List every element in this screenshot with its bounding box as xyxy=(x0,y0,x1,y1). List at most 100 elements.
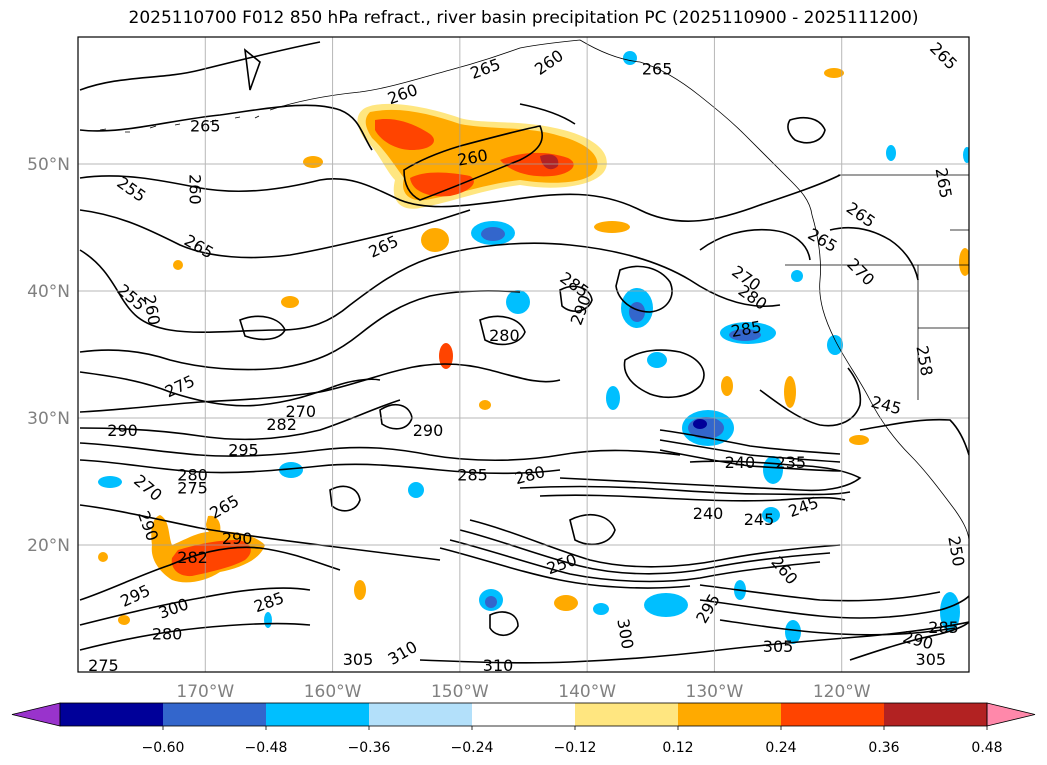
shade-patch xyxy=(98,552,108,562)
shade-patch xyxy=(303,156,323,168)
shade-patch xyxy=(886,145,896,161)
contour-label: 280 xyxy=(489,326,520,345)
colorbar-segment xyxy=(781,703,885,726)
contour-line xyxy=(243,48,261,91)
shade-patch xyxy=(827,335,843,355)
contour-line xyxy=(699,595,969,619)
shade-patch xyxy=(408,482,424,498)
shade-patch xyxy=(481,227,505,241)
colorbar-extend-low xyxy=(11,702,61,727)
shade-patch xyxy=(375,118,434,150)
contour-label: 282 xyxy=(266,415,297,434)
contour-label: 282 xyxy=(177,548,208,567)
contour-line xyxy=(787,116,826,144)
contour-label: 275 xyxy=(177,478,208,497)
contour-label: 245 xyxy=(744,510,775,529)
shade-patch xyxy=(791,270,803,282)
shade-patch xyxy=(693,419,707,429)
contour-label: 280 xyxy=(152,624,183,643)
contour-label: 305 xyxy=(916,650,947,669)
shade-patch xyxy=(729,329,761,341)
contour-line xyxy=(659,439,841,463)
plot-frame xyxy=(77,36,970,673)
lon-tick-label: 130°W xyxy=(686,682,744,702)
contour-line xyxy=(719,619,956,636)
lat-lon-grid xyxy=(78,37,969,672)
shade-patch xyxy=(784,376,796,408)
colorbar-tick-label: −0.24 xyxy=(451,740,494,756)
shade-patch xyxy=(279,462,303,478)
colorbar-extend-high xyxy=(986,702,1036,727)
contour-line xyxy=(849,621,969,661)
shade-patch xyxy=(623,51,637,65)
colorbar-segment xyxy=(163,703,267,726)
shade-patch xyxy=(118,615,130,625)
contour-line xyxy=(569,514,616,546)
shade-patch xyxy=(629,302,645,322)
contour-line xyxy=(79,546,341,601)
contour-label: 305 xyxy=(343,650,374,669)
north-america-coastline xyxy=(811,214,969,541)
shade-patch xyxy=(540,154,559,170)
shade-patch xyxy=(824,68,844,78)
aleutian-islands xyxy=(99,115,260,133)
contour-label: 310 xyxy=(483,656,514,675)
contour-label: 290 xyxy=(413,421,444,440)
lon-tick-label: 170°W xyxy=(176,682,234,702)
colorbar-segment xyxy=(369,703,473,726)
shade-patch xyxy=(721,376,733,396)
contour-line xyxy=(459,529,831,575)
contour-label: 295 xyxy=(228,440,259,459)
contour-line xyxy=(79,442,681,462)
colorbar-segment xyxy=(575,703,679,726)
contour-line xyxy=(79,41,321,91)
colorbar-tick-label: −0.60 xyxy=(142,740,185,756)
alaska-coastline xyxy=(269,39,813,216)
shade-patch xyxy=(485,596,497,608)
shade-patch xyxy=(593,603,609,615)
contour-label: 285 xyxy=(928,618,959,637)
colorbar-frame xyxy=(59,702,988,727)
contour-line xyxy=(489,611,519,637)
shade-patch xyxy=(785,620,801,644)
lat-tick-label: 20°N xyxy=(27,536,70,556)
shade-patch xyxy=(421,228,449,252)
lat-tick-label: 30°N xyxy=(27,409,70,429)
coastlines xyxy=(99,39,969,541)
shade-patch xyxy=(173,260,183,270)
contour-line xyxy=(859,418,969,456)
latitude-tick-labels: 50°N 40°N 30°N 20°N xyxy=(27,155,70,556)
shade-patch xyxy=(354,580,366,600)
contour-line xyxy=(699,228,811,261)
shade-patch xyxy=(479,400,491,410)
contour-line xyxy=(479,315,526,346)
contour-label: 280 xyxy=(177,466,208,485)
shade-patch xyxy=(647,352,667,368)
colorbar-segment xyxy=(266,703,370,726)
contour-label: 275 xyxy=(88,656,119,675)
colorbar-tick-label: 0.48 xyxy=(971,740,1002,756)
shade-patch xyxy=(506,290,530,314)
lat-tick-label: 40°N xyxy=(27,282,70,302)
contour-line xyxy=(79,209,471,259)
contour-line xyxy=(559,460,862,492)
shade-patch xyxy=(171,540,251,577)
contour-line xyxy=(559,285,593,313)
lon-tick-label: 150°W xyxy=(431,682,489,702)
shade-patch xyxy=(940,592,960,632)
lon-tick-label: 140°W xyxy=(558,682,616,702)
colorbar-tick-label: −0.12 xyxy=(554,740,597,756)
contour-label: 290 xyxy=(107,421,138,440)
contour-line xyxy=(829,226,919,281)
contour-line xyxy=(79,363,561,413)
shade-patch xyxy=(849,435,869,445)
contour-line xyxy=(439,547,691,589)
contour-line xyxy=(79,371,381,407)
contour-line xyxy=(79,399,401,441)
colorbar-tick-label: −0.36 xyxy=(348,740,391,756)
lon-tick-label: 120°W xyxy=(813,682,871,702)
contour-line xyxy=(539,494,846,502)
colorbar: −0.60 −0.48 −0.36 −0.24 −0.12 0.12 0.24 0.36 0.4… xyxy=(11,702,1036,756)
shade-patch xyxy=(959,248,969,276)
